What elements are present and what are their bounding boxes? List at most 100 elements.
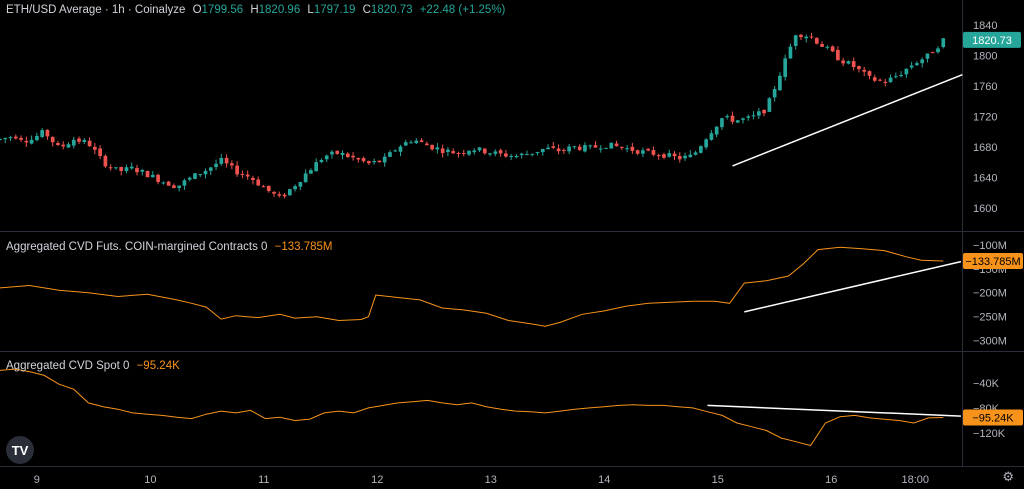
candle (361, 158, 366, 162)
last-value-badge (963, 409, 1023, 426)
candle (920, 59, 925, 64)
time-tick-label: 9 (34, 474, 40, 486)
candle (224, 157, 229, 164)
candle (430, 144, 434, 150)
candle (324, 155, 329, 160)
candle (435, 147, 440, 150)
candle (71, 139, 76, 146)
candle (820, 44, 824, 47)
candle (488, 153, 492, 155)
candle (461, 153, 466, 155)
candle (925, 53, 930, 59)
candle (699, 146, 703, 153)
time-tick-label: 13 (485, 474, 497, 486)
candle (899, 74, 903, 77)
candle (862, 69, 867, 72)
time-tick-label: 11 (258, 474, 269, 486)
last-value-label: −95.24K (972, 412, 1014, 424)
candle (403, 142, 408, 146)
candle (103, 155, 108, 167)
candle (8, 137, 13, 139)
candle (677, 156, 682, 160)
candle (77, 138, 81, 142)
candle (609, 142, 614, 149)
candle (720, 118, 724, 128)
candle (504, 153, 508, 157)
candle (282, 194, 287, 197)
candle (814, 37, 819, 44)
candle (730, 115, 735, 122)
candle (809, 36, 814, 38)
candle (61, 144, 66, 147)
candle (367, 161, 371, 164)
candle (35, 135, 39, 141)
candle (525, 154, 529, 156)
candle (588, 145, 593, 147)
price-tick-label: 1720 (973, 112, 997, 124)
candle (772, 88, 777, 98)
candle (646, 148, 651, 151)
candle (735, 120, 740, 123)
candle (50, 136, 55, 143)
candle (519, 153, 524, 156)
candle (936, 48, 940, 53)
candle (140, 169, 145, 172)
candle (309, 170, 313, 174)
candle (266, 185, 271, 192)
candle (235, 165, 239, 175)
candle (219, 157, 224, 164)
candle (187, 177, 192, 180)
candle (3, 137, 8, 140)
price-tick-label: 1680 (973, 142, 997, 154)
cvd-tick-label: −300M (973, 336, 1007, 348)
candle (145, 170, 150, 178)
candle (114, 167, 118, 169)
candle (662, 154, 666, 158)
candle (888, 77, 893, 83)
candle (672, 153, 677, 157)
candle (182, 180, 187, 186)
candle (0, 138, 2, 140)
candle (13, 136, 18, 139)
candle (240, 173, 245, 175)
candle (293, 186, 297, 190)
candle (150, 174, 155, 178)
candle (472, 150, 477, 153)
cvd-futs-value: −133.785M (274, 241, 333, 253)
candle (562, 150, 566, 152)
time-tick-label: 10 (144, 474, 156, 486)
candle (456, 153, 461, 155)
candle (635, 150, 640, 154)
candle (45, 129, 50, 137)
candle (198, 174, 203, 176)
candle (135, 168, 139, 173)
candle (108, 167, 113, 169)
cvd-spot-line (0, 368, 944, 447)
candle (87, 140, 92, 147)
candle (878, 79, 882, 81)
candle (119, 167, 124, 171)
candle (746, 116, 751, 118)
candle (619, 146, 624, 148)
candle (208, 167, 213, 171)
candle (124, 167, 129, 172)
main-legend: ETH/USD Average · 1h · Coinalyze O1799.5… (6, 4, 505, 16)
candle (345, 153, 350, 158)
candle (893, 76, 898, 78)
candle (256, 179, 261, 186)
candle (762, 109, 766, 114)
price-tick-label: 1600 (973, 203, 997, 215)
gear-icon[interactable]: ⚙ (1002, 469, 1014, 484)
candle (846, 61, 851, 64)
candle (693, 152, 698, 155)
candle (372, 161, 376, 163)
candle (393, 150, 398, 152)
candle (172, 185, 176, 188)
candle (530, 153, 535, 155)
candle (688, 154, 693, 158)
candle (836, 49, 840, 61)
candle (40, 130, 45, 137)
tradingview-logo[interactable]: TV (6, 436, 34, 464)
candle (704, 139, 708, 148)
